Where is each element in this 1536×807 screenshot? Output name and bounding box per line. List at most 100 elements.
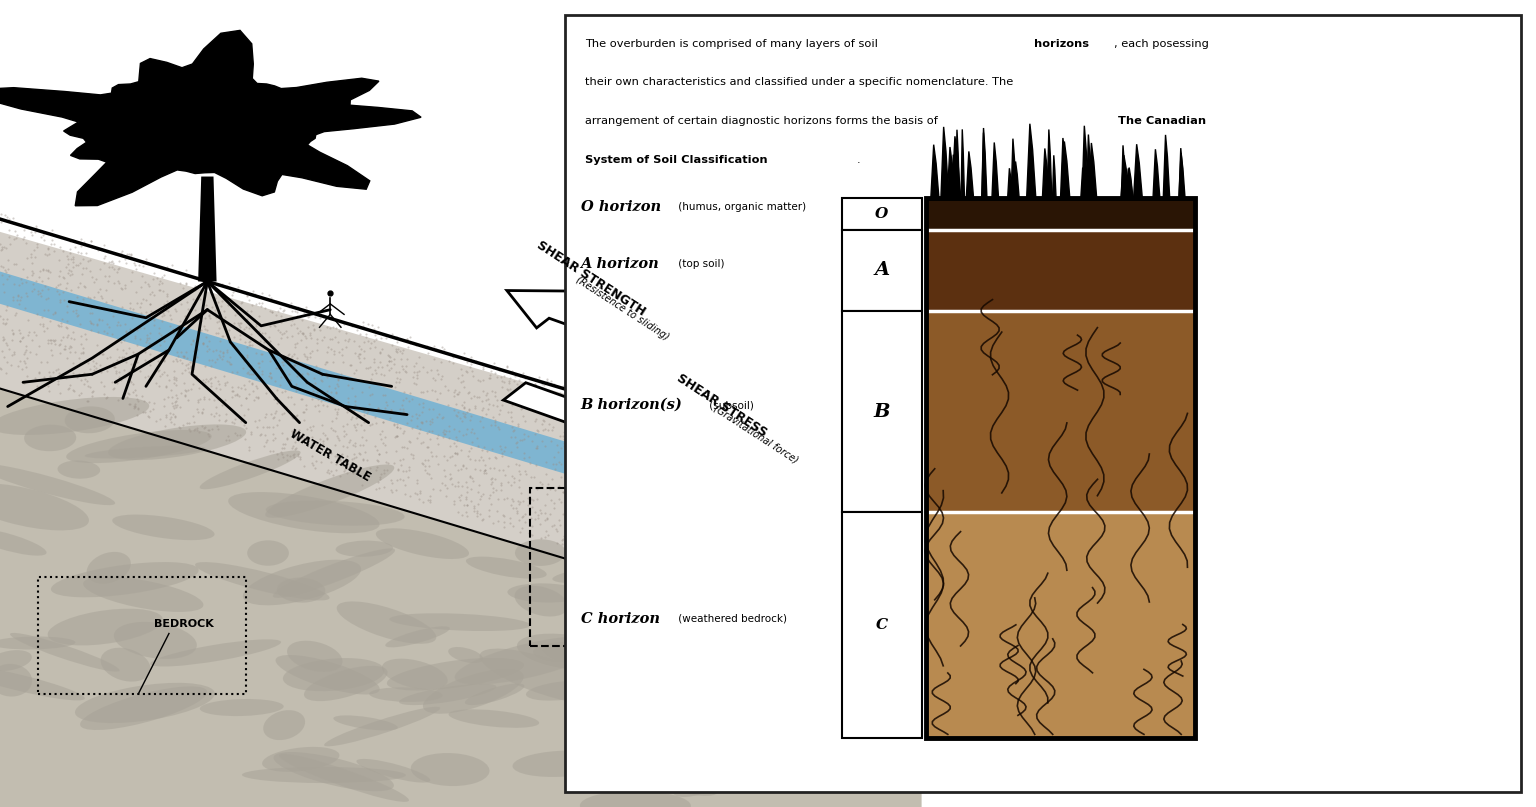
Bar	[842, 512, 922, 738]
Ellipse shape	[25, 424, 77, 451]
Polygon shape	[1081, 126, 1089, 198]
Ellipse shape	[336, 601, 436, 644]
Text: SHEAR STRESS: SHEAR STRESS	[674, 371, 770, 439]
Ellipse shape	[422, 669, 524, 713]
Ellipse shape	[114, 622, 197, 659]
Polygon shape	[1052, 155, 1057, 198]
Ellipse shape	[507, 583, 582, 603]
Ellipse shape	[653, 621, 754, 632]
Ellipse shape	[108, 424, 246, 460]
Bar	[842, 198, 922, 230]
Bar	[926, 311, 1195, 512]
Polygon shape	[931, 144, 938, 198]
FancyArrow shape	[504, 383, 753, 476]
Text: OVERBURDEN: OVERBURDEN	[667, 462, 746, 514]
Polygon shape	[951, 155, 957, 198]
Ellipse shape	[151, 639, 281, 667]
Polygon shape	[1081, 168, 1086, 198]
Ellipse shape	[581, 791, 691, 807]
Polygon shape	[962, 129, 965, 198]
Ellipse shape	[304, 666, 387, 701]
Ellipse shape	[594, 634, 674, 664]
Polygon shape	[1061, 141, 1069, 198]
Ellipse shape	[387, 658, 524, 691]
Bar	[684, 516, 829, 674]
Ellipse shape	[515, 586, 568, 617]
Ellipse shape	[100, 648, 151, 682]
Ellipse shape	[584, 719, 660, 751]
Ellipse shape	[389, 613, 530, 631]
Text: (humus, organic matter): (humus, organic matter)	[674, 203, 806, 212]
Ellipse shape	[386, 626, 450, 647]
Ellipse shape	[11, 633, 120, 671]
Text: SHEAR STRENGTH: SHEAR STRENGTH	[535, 239, 648, 318]
Ellipse shape	[369, 688, 442, 702]
Ellipse shape	[465, 684, 524, 705]
Ellipse shape	[796, 746, 938, 786]
Ellipse shape	[840, 746, 917, 782]
Ellipse shape	[653, 585, 697, 604]
Ellipse shape	[273, 752, 393, 792]
Polygon shape	[1180, 148, 1184, 198]
Ellipse shape	[86, 552, 131, 584]
Ellipse shape	[582, 751, 717, 796]
Ellipse shape	[773, 715, 823, 730]
Ellipse shape	[280, 754, 409, 802]
Ellipse shape	[449, 647, 484, 663]
Ellipse shape	[229, 492, 379, 533]
Ellipse shape	[0, 483, 89, 530]
Ellipse shape	[382, 659, 449, 690]
Polygon shape	[0, 31, 421, 206]
Ellipse shape	[283, 658, 384, 692]
Ellipse shape	[455, 636, 604, 684]
Bar	[926, 230, 1195, 311]
Polygon shape	[1134, 144, 1143, 198]
Ellipse shape	[48, 608, 163, 646]
Polygon shape	[1180, 153, 1184, 198]
Ellipse shape	[673, 780, 716, 797]
Ellipse shape	[243, 767, 406, 783]
Text: A horizon: A horizon	[581, 257, 659, 271]
Polygon shape	[1043, 148, 1049, 198]
Ellipse shape	[533, 644, 578, 663]
Ellipse shape	[65, 407, 115, 433]
Ellipse shape	[542, 642, 639, 674]
Ellipse shape	[287, 641, 343, 672]
Polygon shape	[0, 379, 922, 807]
Ellipse shape	[247, 541, 289, 566]
Polygon shape	[982, 128, 988, 198]
Ellipse shape	[829, 659, 940, 693]
Polygon shape	[0, 262, 922, 581]
Bar	[926, 198, 1195, 230]
Ellipse shape	[465, 557, 547, 579]
Ellipse shape	[200, 699, 284, 716]
Ellipse shape	[0, 664, 84, 700]
Ellipse shape	[654, 769, 703, 783]
Ellipse shape	[479, 649, 613, 705]
Polygon shape	[1163, 135, 1170, 198]
Ellipse shape	[553, 565, 654, 583]
Ellipse shape	[376, 529, 468, 559]
Ellipse shape	[515, 539, 565, 566]
Polygon shape	[966, 152, 974, 198]
Polygon shape	[1008, 168, 1012, 198]
Ellipse shape	[766, 625, 839, 660]
Polygon shape	[1048, 129, 1052, 198]
Text: The Canadian: The Canadian	[1118, 116, 1206, 126]
Ellipse shape	[399, 684, 496, 705]
Text: .: .	[857, 155, 860, 165]
FancyArrow shape	[507, 291, 756, 384]
Ellipse shape	[263, 746, 339, 772]
Ellipse shape	[195, 562, 330, 600]
Polygon shape	[1026, 123, 1035, 198]
Bar	[842, 311, 922, 512]
Text: (Resistence to sliding): (Resistence to sliding)	[574, 274, 670, 342]
Polygon shape	[1127, 168, 1134, 198]
Ellipse shape	[0, 637, 75, 650]
Ellipse shape	[596, 731, 645, 757]
Polygon shape	[1011, 139, 1017, 198]
Text: , each posessing: , each posessing	[1114, 39, 1209, 48]
Ellipse shape	[0, 664, 32, 696]
Polygon shape	[942, 127, 949, 198]
Ellipse shape	[57, 461, 100, 479]
